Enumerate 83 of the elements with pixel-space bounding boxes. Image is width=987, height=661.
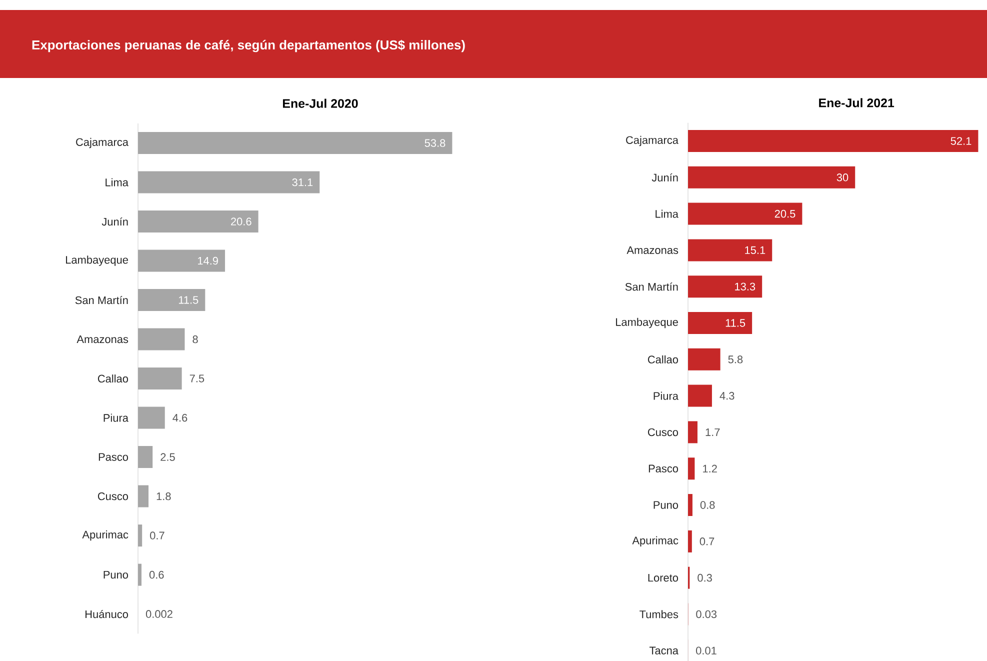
data-label: 11.5 xyxy=(726,319,746,327)
y-tick-label: Tacna xyxy=(649,646,678,654)
data-label: 1.8 xyxy=(156,492,171,500)
bar xyxy=(688,348,720,370)
y-tick-label: Apurimac xyxy=(82,530,128,541)
bar xyxy=(688,276,762,298)
data-label: 0.01 xyxy=(696,646,716,654)
bar xyxy=(138,210,258,233)
data-label: 1.7 xyxy=(706,428,720,436)
y-tick-label: Callao xyxy=(648,355,678,364)
data-label: 4.6 xyxy=(172,414,188,422)
y-tick-label: Piura xyxy=(104,414,128,422)
y-tick-label: Junín xyxy=(102,217,128,226)
data-label: 20.6 xyxy=(231,218,252,226)
data-label: 8 xyxy=(192,335,198,344)
data-label: 0.6 xyxy=(149,570,164,579)
data-label: 11.5 xyxy=(178,296,198,304)
bar xyxy=(138,564,142,586)
y-tick-label: San Martín xyxy=(625,282,678,291)
data-label: 2.5 xyxy=(160,453,175,461)
data-label: 53.8 xyxy=(424,139,446,147)
y-tick-label: Cusco xyxy=(98,492,128,500)
bar xyxy=(138,446,153,468)
data-label: 7.5 xyxy=(190,374,204,382)
data-label: 30 xyxy=(836,174,848,182)
y-tick-label: Puno xyxy=(104,570,128,579)
bar xyxy=(688,530,692,552)
y-tick-label: Cusco xyxy=(648,428,678,436)
bar xyxy=(688,239,772,262)
bar xyxy=(688,202,802,225)
y-tick-label: Pasco xyxy=(648,464,678,472)
bar xyxy=(688,384,712,407)
data-label: 20.5 xyxy=(774,210,796,218)
bar xyxy=(138,132,452,154)
data-label: 52.1 xyxy=(950,137,972,145)
y-tick-label: Apurimac xyxy=(632,536,678,547)
data-label: 0.002 xyxy=(146,610,172,618)
y-tick-label: Loreto xyxy=(648,574,678,582)
y-tick-label: Junín xyxy=(652,173,678,182)
data-label: 5.8 xyxy=(728,356,743,364)
bar xyxy=(688,312,752,334)
bar xyxy=(138,250,226,272)
data-label: 0.7 xyxy=(150,532,164,540)
data-label: 0.8 xyxy=(700,501,715,509)
data-label: 0.7 xyxy=(700,538,714,546)
y-tick-label: Amazonas xyxy=(626,246,678,254)
data-label: 31.1 xyxy=(292,178,313,186)
y-tick-label: Cajamarca xyxy=(76,138,128,148)
data-label: 4.3 xyxy=(720,392,734,400)
y-tick-label: Lambayeque xyxy=(66,256,128,266)
data-label: 0.03 xyxy=(696,610,717,618)
bar xyxy=(688,421,698,444)
bar xyxy=(138,485,149,508)
bar xyxy=(138,524,142,547)
y-tick-label: Callao xyxy=(98,374,128,383)
data-label: 14.9 xyxy=(198,256,218,265)
data-label: 1.2 xyxy=(703,464,717,472)
bar xyxy=(138,328,185,350)
y-tick-label: Cajamarca xyxy=(626,136,678,146)
y-tick-label: San Martín xyxy=(75,296,128,304)
y-tick-label: Puno xyxy=(654,501,678,509)
y-tick-label: Pasco xyxy=(98,453,128,461)
bar xyxy=(138,368,182,390)
bar xyxy=(688,494,692,516)
y-tick-label: Lambayeque xyxy=(616,318,678,328)
chart-subtitle: Ene-Jul 2021 xyxy=(819,98,894,108)
chart-subtitle: Ene-Jul 2020 xyxy=(282,98,358,108)
chart-title: Exportaciones peruanas de café, según departamentos (US$ millones) xyxy=(32,40,465,52)
y-tick-label: Tumbes xyxy=(640,610,678,618)
bar xyxy=(688,458,695,480)
y-tick-label: Lima xyxy=(656,210,678,218)
y-tick-label: Lima xyxy=(106,178,128,186)
bar xyxy=(138,289,206,312)
data-label: 13.3 xyxy=(735,282,756,290)
y-tick-label: Huánuco xyxy=(86,610,128,618)
bar xyxy=(688,130,978,152)
bar xyxy=(138,406,165,429)
y-tick-label: Piura xyxy=(654,392,678,400)
bar xyxy=(688,166,856,188)
y-tick-label: Amazonas xyxy=(76,335,128,344)
bar xyxy=(138,171,320,194)
data-label: 15.1 xyxy=(745,246,766,254)
data-label: 0.3 xyxy=(698,574,712,582)
